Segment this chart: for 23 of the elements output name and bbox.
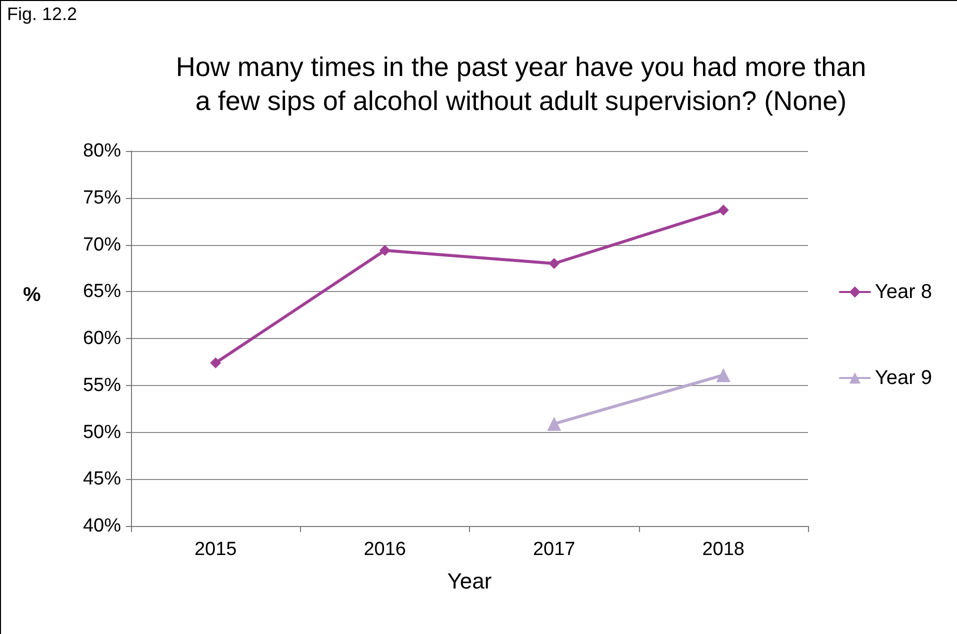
point bbox=[718, 204, 729, 216]
y-tick-label: 40% bbox=[82, 516, 122, 536]
x-axis-title: Year bbox=[447, 568, 492, 594]
y-tick-label: 60% bbox=[82, 328, 122, 349]
y-tick-label: 55% bbox=[82, 374, 122, 396]
x-tick-label: 2018 bbox=[702, 539, 745, 560]
y-axis-title: % bbox=[23, 284, 41, 306]
y-tick-label: 45% bbox=[82, 468, 122, 490]
point bbox=[379, 244, 390, 256]
y-tick-label: 75% bbox=[82, 187, 122, 208]
legend-label: Year 8 bbox=[874, 281, 932, 303]
y-tick-label: 70% bbox=[82, 234, 122, 256]
chart-title: How many times in the past year have you had more than a few sips of alcohol without adult supervision? (None) bbox=[176, 52, 866, 116]
caption: Fig. 12.2 bbox=[7, 4, 78, 24]
x-tick-label: 2015 bbox=[194, 539, 237, 560]
point bbox=[548, 258, 560, 269]
point bbox=[210, 357, 222, 368]
x-tick-label: 2016 bbox=[364, 539, 406, 560]
y-tick-label: 80% bbox=[82, 140, 122, 162]
y-tick-label: 65% bbox=[82, 281, 122, 302]
legend-label: Year 9 bbox=[874, 367, 932, 389]
x-tick-label: 2017 bbox=[532, 539, 576, 560]
y-tick-label: 50% bbox=[82, 422, 122, 443]
